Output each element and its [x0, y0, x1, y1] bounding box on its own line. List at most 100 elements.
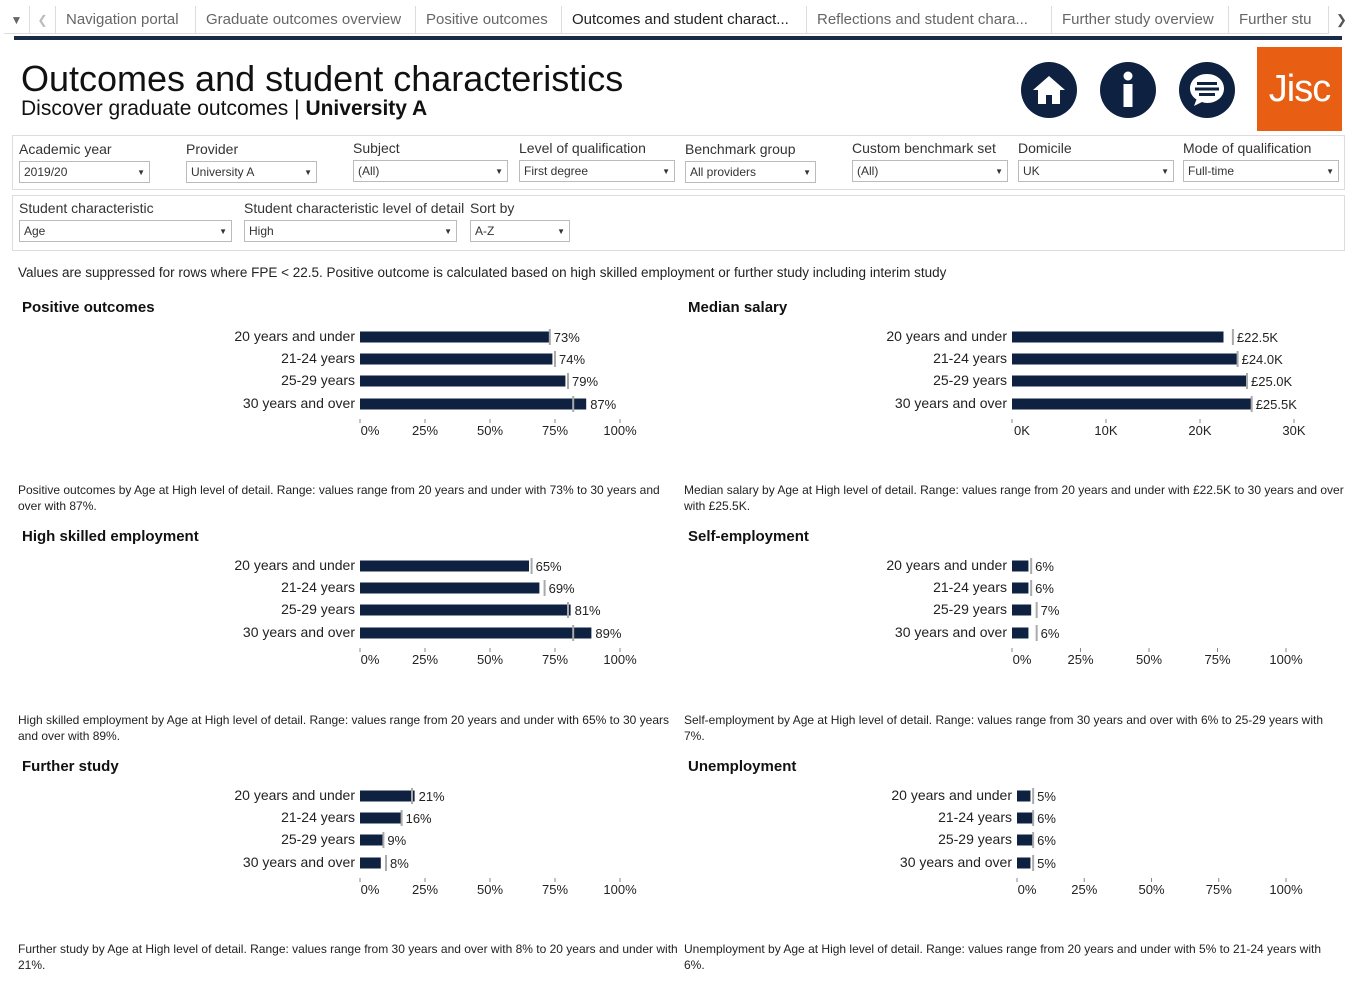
- data-label: 8%: [390, 856, 409, 871]
- x-tick-label: 0%: [1013, 652, 1032, 667]
- category-label: 21-24 years: [281, 350, 355, 366]
- x-tick-label: 50%: [477, 882, 503, 897]
- mode-of-qualification-select[interactable]: Full-time ▼: [1183, 160, 1339, 182]
- select-value: A-Z: [475, 224, 495, 238]
- x-tick-label: 0%: [361, 652, 380, 667]
- filter-domicile: Domicile UK ▼: [1018, 140, 1174, 182]
- tab-menu-dropdown-icon[interactable]: ▼: [4, 6, 30, 33]
- x-tick-label: 75%: [542, 882, 568, 897]
- tab-outcomes-student-characteristics[interactable]: Outcomes and student charact...: [562, 6, 807, 33]
- level-of-qualification-select[interactable]: First degree ▼: [519, 160, 675, 182]
- benchmark-marker: [1035, 602, 1038, 618]
- detail-level-select[interactable]: High ▼: [244, 220, 457, 242]
- category-label: 25-29 years: [281, 372, 355, 388]
- chevron-down-icon: ▼: [995, 166, 1003, 176]
- chevron-down-icon: ▼: [304, 167, 312, 177]
- data-bar: [360, 790, 415, 802]
- chart-svg: 20 years and under 5% 21-24 years 6% 25-29 y…: [891, 787, 1303, 897]
- data-label: 5%: [1037, 856, 1056, 871]
- category-label: 20 years and under: [234, 328, 355, 344]
- tab-scroll-right-icon[interactable]: ❯: [1328, 6, 1354, 34]
- data-bar: [360, 560, 529, 572]
- filter-academic-year: Academic year 2019/20 ▼: [19, 141, 150, 183]
- benchmark-marker: [1030, 580, 1033, 596]
- x-tick-label: 50%: [1138, 882, 1164, 897]
- menu-icon: [1190, 74, 1224, 106]
- benchmark-marker: [400, 810, 403, 826]
- select-value: UK: [1023, 164, 1040, 178]
- custom-benchmark-set-select[interactable]: (All) ▼: [852, 160, 1008, 182]
- filter-label: Custom benchmark set: [852, 140, 996, 156]
- x-tick-label: 25%: [412, 652, 438, 667]
- data-bar: [1012, 627, 1029, 639]
- category-label: 30 years and over: [243, 854, 355, 870]
- tab-further-study[interactable]: Further stu: [1239, 11, 1312, 28]
- jisc-logo: Jisc: [1257, 47, 1342, 131]
- tab-scroll-left-icon[interactable]: ❮: [30, 6, 56, 33]
- benchmark-marker: [1032, 810, 1035, 826]
- benchmark-marker: [530, 558, 533, 574]
- tab-reflections-student-characteristics[interactable]: Reflections and student chara...: [807, 6, 1052, 33]
- x-tick-label: 75%: [542, 423, 568, 438]
- chart-caption-high-skilled-employment: High skilled employment by Age at High l…: [18, 713, 670, 743]
- provider-select[interactable]: University A ▼: [186, 161, 317, 183]
- category-label: 20 years and under: [234, 787, 355, 803]
- x-tick-label: 100%: [603, 882, 637, 897]
- tab-graduate-outcomes-overview[interactable]: Graduate outcomes overview: [196, 6, 416, 33]
- x-tick-label: 50%: [1136, 652, 1162, 667]
- chart-self-employment: Self-employment 20 years and under 6% 21-2…: [684, 528, 1344, 743]
- x-tick-label: 10K: [1094, 423, 1117, 438]
- tab-positive-outcomes[interactable]: Positive outcomes: [416, 6, 562, 33]
- chevron-down-icon: ▼: [1326, 166, 1334, 176]
- academic-year-select[interactable]: 2019/20 ▼: [19, 161, 150, 183]
- chart-title: Median salary: [688, 299, 788, 316]
- chevron-down-icon: ▼: [557, 226, 565, 236]
- filter-provider: Provider University A ▼: [186, 141, 317, 183]
- chart-caption-unemployment: Unemployment by Age at High level of det…: [684, 942, 1322, 972]
- category-label: 30 years and over: [895, 395, 1007, 411]
- x-tick-label: 0%: [361, 882, 380, 897]
- filter-student-characteristic: Student characteristic Age ▼: [19, 200, 232, 242]
- filter-custom-benchmark-set: Custom benchmark set (All) ▼: [852, 140, 1008, 182]
- data-bar: [1017, 857, 1031, 869]
- x-tick-label: 20K: [1188, 423, 1211, 438]
- student-characteristic-select[interactable]: Age ▼: [19, 220, 232, 242]
- category-label: 25-29 years: [933, 601, 1007, 617]
- benchmark-group-select[interactable]: All providers ▼: [685, 161, 816, 183]
- dashboard-tab-strip: ▼ ❮ Navigation portal Graduate outcomes …: [4, 6, 1354, 34]
- benchmark-marker: [567, 602, 569, 618]
- data-bar: [1012, 604, 1032, 616]
- data-bar: [1017, 834, 1034, 846]
- category-label: 21-24 years: [933, 579, 1007, 595]
- filter-level-of-qualification: Level of qualification First degree ▼: [519, 140, 675, 182]
- data-label: 74%: [559, 352, 585, 367]
- menu-button[interactable]: [1179, 62, 1235, 118]
- filter-label: Academic year: [19, 141, 112, 157]
- data-label: 89%: [595, 626, 621, 641]
- domicile-select[interactable]: UK ▼: [1018, 160, 1174, 182]
- select-value: (All): [358, 164, 380, 178]
- chart-svg: 20 years and under 65% 21-24 years 69% 25-29…: [234, 557, 637, 667]
- filter-label: Benchmark group: [685, 141, 796, 157]
- select-value: High: [249, 224, 274, 238]
- home-button[interactable]: [1021, 62, 1077, 118]
- chart-further-study: Further study 20 years and under 21% 21-24…: [18, 758, 678, 973]
- data-label: 9%: [387, 833, 406, 848]
- tab-navigation-portal[interactable]: Navigation portal: [56, 6, 196, 33]
- category-label: 25-29 years: [281, 601, 355, 617]
- info-button[interactable]: [1100, 62, 1156, 118]
- x-tick-label: 50%: [477, 652, 503, 667]
- tab-further-study-overview[interactable]: Further study overview: [1052, 6, 1229, 33]
- x-tick-label: 25%: [412, 882, 438, 897]
- sort-by-select[interactable]: A-Z ▼: [470, 220, 570, 242]
- x-tick-label: 0K: [1014, 423, 1030, 438]
- category-label: 21-24 years: [281, 809, 355, 825]
- filter-sort-by: Sort by A-Z ▼: [470, 200, 570, 242]
- subject-select[interactable]: (All) ▼: [353, 160, 508, 182]
- select-value: University A: [191, 165, 255, 179]
- data-bar: [360, 812, 402, 824]
- x-tick-label: 100%: [1269, 652, 1303, 667]
- home-icon: [1033, 76, 1065, 104]
- chart-svg: 20 years and under £22.5K 21-24 years £24.0…: [886, 328, 1306, 438]
- benchmark-marker: [1032, 832, 1035, 848]
